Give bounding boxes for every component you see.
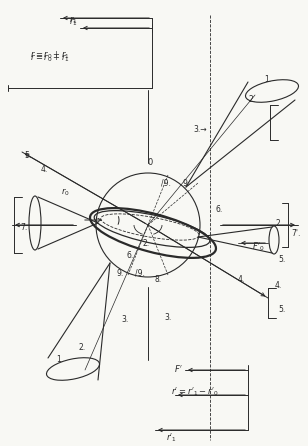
Text: 8.: 8. <box>154 276 162 285</box>
Text: 3.: 3. <box>164 314 172 322</box>
Text: 4.: 4. <box>238 276 245 285</box>
Text: 7'.: 7'. <box>291 228 300 238</box>
Text: 9.: 9. <box>182 178 190 187</box>
Text: 3.: 3. <box>121 315 129 325</box>
Text: $r' = r'_1 - r'_0$: $r' = r'_1 - r'_0$ <box>171 386 219 398</box>
Text: $r = r_0 + r_1$: $r = r_0 + r_1$ <box>30 52 70 64</box>
Text: /9.: /9. <box>135 268 145 277</box>
Text: $r_1$: $r_1$ <box>69 14 78 25</box>
Text: $r_1$: $r_1$ <box>69 16 78 28</box>
Text: $r = r_0 + r_1$: $r = r_0 + r_1$ <box>30 49 70 61</box>
Text: $r_0$: $r_0$ <box>61 186 70 198</box>
Text: 7.: 7. <box>20 223 27 231</box>
Text: 2.: 2. <box>275 219 282 227</box>
Text: 3.→: 3.→ <box>193 125 207 135</box>
Text: 0: 0 <box>147 158 153 167</box>
Text: 2.: 2. <box>249 95 256 104</box>
Text: $F'$: $F'$ <box>174 363 183 373</box>
Text: $r'_1$: $r'_1$ <box>166 432 177 445</box>
Text: 4.: 4. <box>41 165 48 174</box>
Text: 1.: 1. <box>56 355 63 364</box>
Text: 2.: 2. <box>79 343 86 352</box>
Text: 4.: 4. <box>275 281 282 289</box>
Text: 5.: 5. <box>278 306 285 314</box>
Text: 2.: 2. <box>142 239 150 248</box>
Text: 9.: 9. <box>116 268 124 277</box>
Text: /9.: /9. <box>161 178 171 187</box>
Text: 6.: 6. <box>216 205 223 214</box>
Text: 6.: 6. <box>126 251 134 260</box>
Text: 5.: 5. <box>278 256 285 264</box>
Text: 5.: 5. <box>25 150 32 160</box>
Text: $F'_0$: $F'_0$ <box>252 241 265 253</box>
Text: 1.: 1. <box>265 75 272 84</box>
